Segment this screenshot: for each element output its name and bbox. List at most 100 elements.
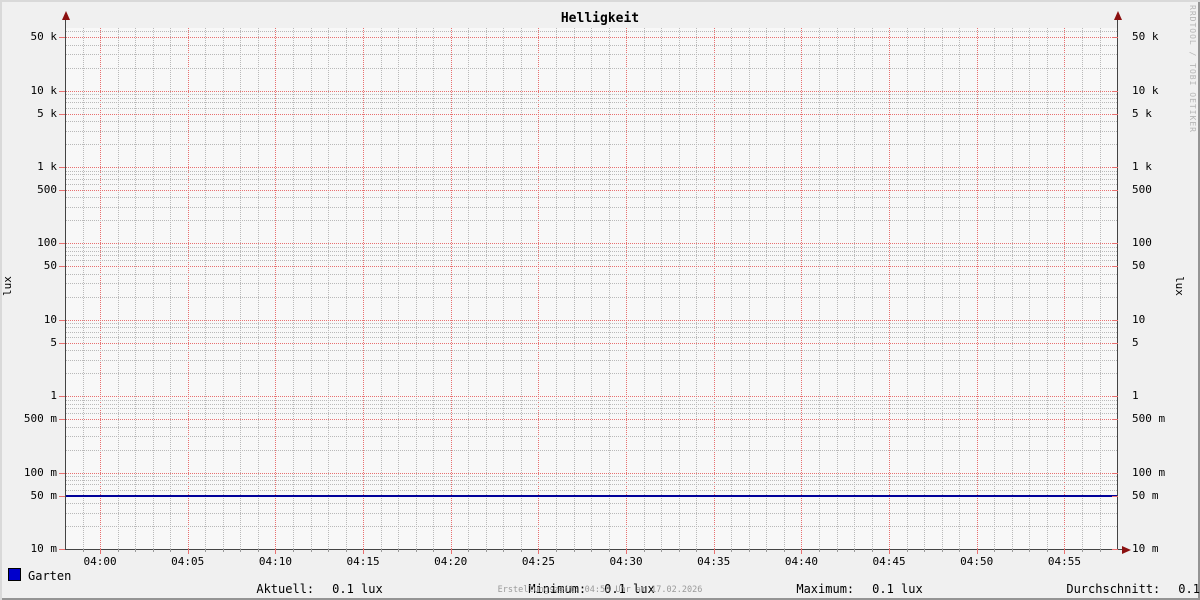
y-tick-label-right: 1 k <box>1132 160 1152 173</box>
y-tick-mark-left <box>59 396 65 398</box>
grid-v-major <box>889 28 891 549</box>
y-tick-label-right: 10 <box>1132 312 1146 326</box>
grid-h-minor <box>65 503 1117 504</box>
grid-v-minor <box>959 28 961 549</box>
y-axis-arrow-left <box>61 11 70 20</box>
grid-h-minor <box>65 98 1117 99</box>
y-tick-label-right: 100 <box>1132 236 1152 250</box>
x-tick-minor <box>135 549 137 552</box>
y-tick-mark-right <box>1112 396 1118 398</box>
x-tick-minor <box>152 549 154 552</box>
x-tick-minor <box>643 549 645 552</box>
x-tick-major <box>450 549 452 554</box>
x-tick-minor <box>906 549 908 552</box>
grid-v-major <box>976 28 978 549</box>
grid-h-minor <box>65 178 1117 180</box>
legend-row: Garten Aktuell: 0.1 lux Minimum: 0.1 lux M… <box>0 568 1200 596</box>
y-tick-label-left: 10 k <box>30 83 58 97</box>
grid-h-major <box>65 90 1117 92</box>
y-tick-mark-right <box>1112 472 1118 474</box>
grid-h-major <box>65 113 1117 115</box>
grid-v-minor <box>503 28 505 549</box>
grid-h-minor <box>65 336 1117 338</box>
x-tick-minor <box>345 549 347 552</box>
grid-v-minor <box>292 28 294 549</box>
stat-label: Aktuell: <box>256 582 315 596</box>
y-tick-mark-left <box>59 342 65 344</box>
grid-v-minor <box>608 28 610 549</box>
x-tick-minor <box>836 549 838 552</box>
x-tick-minor <box>1029 549 1031 552</box>
legend-series: Garten <box>8 568 71 583</box>
x-tick-label: 04:10 <box>258 555 292 568</box>
grid-v-minor <box>310 28 312 549</box>
grid-h-minor <box>65 54 1117 56</box>
y-tick-mark-left <box>59 549 65 550</box>
x-tick-minor <box>608 549 610 552</box>
x-tick-major <box>626 549 628 554</box>
series-name: Garten <box>28 569 72 583</box>
grid-v-minor <box>555 28 557 549</box>
grid-v-minor <box>643 28 645 549</box>
grid-v-major <box>626 28 628 549</box>
y-tick-label-left: 10 <box>43 312 57 326</box>
y-tick-mark-right <box>1112 90 1118 92</box>
y-tick-mark-right <box>1112 549 1118 550</box>
grid-h-minor <box>65 260 1117 262</box>
grid-h-minor <box>65 436 1117 438</box>
x-tick-minor <box>117 549 119 552</box>
grid-h-minor <box>65 94 1117 96</box>
x-tick-label: 04:05 <box>171 555 205 568</box>
chart-title: Helligkeit <box>560 11 640 26</box>
x-tick-minor <box>415 549 417 552</box>
y-tick-label-right: 5 k <box>1132 106 1152 120</box>
stat-value: 0.1 lux <box>872 582 923 596</box>
grid-h-minor <box>65 399 1117 401</box>
x-tick-minor <box>573 549 575 552</box>
x-tick-label: 04:30 <box>609 555 643 568</box>
grid-h-minor <box>65 107 1117 109</box>
grid-h-major <box>65 37 1117 39</box>
grid-h-major <box>65 243 1117 245</box>
grid-v-minor <box>906 28 908 549</box>
y-axis-left <box>65 20 66 549</box>
x-tick-minor <box>941 549 943 552</box>
y-tick-label-right: 50 m <box>1132 488 1159 502</box>
y-tick-mark-right <box>1112 243 1118 245</box>
grid-v-minor <box>152 28 154 549</box>
x-tick-minor <box>468 549 470 552</box>
x-tick-minor <box>398 549 400 552</box>
x-tick-minor <box>959 549 961 552</box>
grid-h-minor <box>65 121 1117 122</box>
grid-v-major <box>538 28 540 549</box>
grid-v-minor <box>1046 28 1048 549</box>
x-tick-minor <box>503 549 505 552</box>
y-tick-label-left: 500 <box>37 183 57 196</box>
stat-label: Minimum: <box>528 582 587 596</box>
x-tick-minor <box>328 549 329 552</box>
grid-v-minor <box>924 28 926 549</box>
x-tick-minor <box>433 549 435 552</box>
grid-h-minor <box>65 255 1117 257</box>
grid-h-minor <box>65 130 1117 132</box>
grid-v-minor <box>345 28 347 549</box>
grid-h-minor <box>65 331 1117 333</box>
grid-v-minor <box>205 28 207 549</box>
y-tick-label-left: 1 <box>50 389 57 403</box>
y-tick-label-left: 50 <box>43 259 57 273</box>
grid-v-minor <box>766 28 768 549</box>
grid-h-minor <box>65 480 1117 481</box>
y-tick-mark-left <box>59 90 65 92</box>
grid-v-minor <box>170 28 172 549</box>
x-tick-major <box>1064 549 1066 554</box>
grid-h-minor <box>65 174 1117 176</box>
y-axis-arrow-right <box>1113 11 1122 20</box>
series-line-garten <box>65 495 1117 497</box>
grid-v-minor <box>468 28 470 549</box>
grid-h-minor <box>65 426 1117 428</box>
grid-v-minor <box>433 28 435 549</box>
y-tick-label-left: 50 m <box>30 488 58 502</box>
grid-h-minor <box>65 526 1117 527</box>
y-tick-label-right: 500 <box>1132 183 1152 196</box>
y-tick-label-left: 5 <box>50 335 57 349</box>
